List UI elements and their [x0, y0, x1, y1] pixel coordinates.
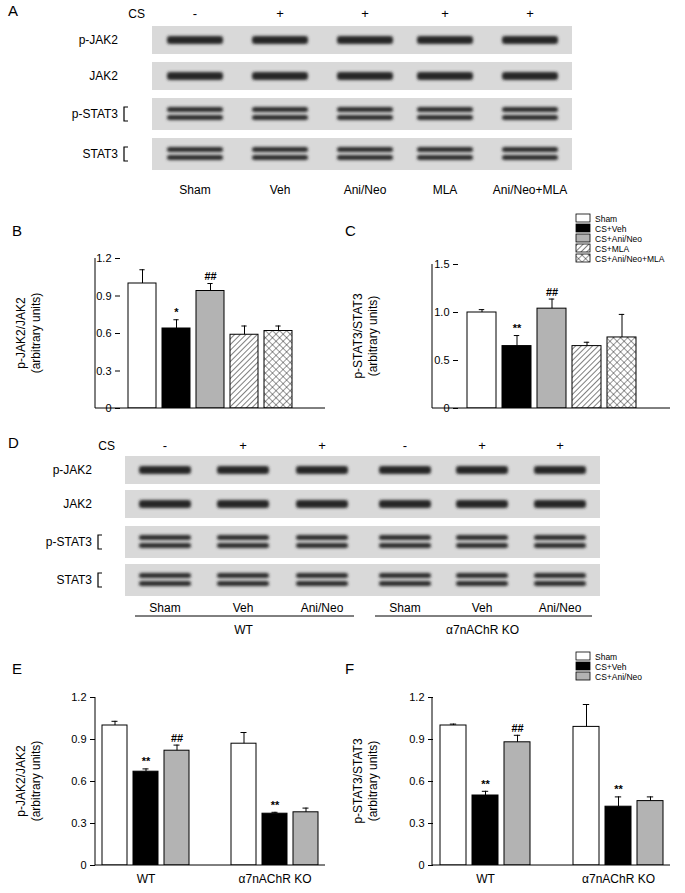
- html-text:F: F: [345, 660, 355, 677]
- svg-text:p-JAK2: p-JAK2: [53, 463, 93, 477]
- svg-text:##: ##: [546, 286, 558, 298]
- svg-text:0.6: 0.6: [409, 775, 424, 787]
- svg-text:Sham: Sham: [389, 601, 420, 615]
- svg-text:p-STAT3: p-STAT3: [46, 535, 93, 549]
- svg-text:α7nAChR KO: α7nAChR KO: [239, 872, 312, 886]
- svg-text:-: -: [403, 438, 407, 453]
- svg-text:0.9: 0.9: [409, 733, 424, 745]
- html-text:A: A: [8, 2, 18, 19]
- svg-text:+: +: [526, 6, 534, 21]
- svg-text:0: 0: [105, 402, 112, 414]
- svg-text:1.5: 1.5: [434, 258, 449, 270]
- svg-text:1.2: 1.2: [409, 691, 424, 703]
- svg-text:p-STAT3/STAT3(arbitrary units): p-STAT3/STAT3(arbitrary units): [351, 293, 380, 378]
- svg-text:Sham: Sham: [595, 652, 617, 662]
- svg-text:Ani/Neo: Ani/Neo: [539, 601, 582, 615]
- svg-text:WT: WT: [137, 872, 156, 886]
- svg-text:-: -: [193, 6, 197, 21]
- svg-text:0.3: 0.3: [409, 817, 424, 829]
- svg-text:CS+Veh: CS+Veh: [595, 662, 627, 672]
- svg-text:CS+Ani/Neo: CS+Ani/Neo: [595, 672, 642, 682]
- svg-text:0.9: 0.9: [96, 290, 111, 302]
- svg-text:p-JAK2/JAK2(arbitrary units): p-JAK2/JAK2(arbitrary units): [14, 741, 43, 822]
- svg-text:+: +: [441, 6, 449, 21]
- svg-text:Sham: Sham: [595, 214, 617, 224]
- svg-text:+: +: [318, 438, 326, 453]
- html-text:C: C: [345, 222, 356, 239]
- html-text:B: B: [12, 222, 22, 239]
- svg-text:WT: WT: [234, 623, 253, 637]
- svg-text:α7nAChR KO: α7nAChR KO: [446, 623, 519, 637]
- svg-text:STAT3: STAT3: [82, 147, 118, 161]
- svg-text:Veh: Veh: [472, 601, 493, 615]
- svg-text:+: +: [478, 438, 486, 453]
- svg-text:**: **: [481, 778, 490, 790]
- svg-text:Ani/Neo+MLA: Ani/Neo+MLA: [493, 183, 567, 197]
- svg-text:-: -: [163, 438, 167, 453]
- svg-text:0.9: 0.9: [71, 733, 86, 745]
- svg-text:##: ##: [204, 270, 216, 282]
- svg-text:0.5: 0.5: [434, 354, 449, 366]
- svg-text:0: 0: [80, 859, 86, 871]
- svg-text:1.2: 1.2: [96, 252, 111, 264]
- svg-text:WT: WT: [476, 872, 495, 886]
- html-text:D: D: [8, 434, 19, 451]
- svg-text:0.6: 0.6: [71, 775, 86, 787]
- svg-text:*: *: [174, 306, 179, 318]
- svg-text:**: **: [614, 783, 623, 795]
- svg-text:0: 0: [418, 859, 424, 871]
- svg-text:0.6: 0.6: [96, 327, 111, 339]
- svg-text:1.2: 1.2: [71, 691, 86, 703]
- svg-text:JAK2: JAK2: [63, 497, 92, 511]
- svg-text:Sham: Sham: [179, 183, 210, 197]
- svg-text:Sham: Sham: [149, 601, 180, 615]
- svg-text:+: +: [556, 438, 564, 453]
- svg-text:p-STAT3/STAT3(arbitrary units): p-STAT3/STAT3(arbitrary units): [351, 738, 380, 823]
- svg-text:0.3: 0.3: [96, 365, 111, 377]
- svg-text:**: **: [142, 755, 151, 767]
- svg-text:1.0: 1.0: [434, 306, 449, 318]
- svg-text:CS+Ani/Neo+MLA: CS+Ani/Neo+MLA: [595, 254, 665, 264]
- svg-text:CS+Ani/Neo: CS+Ani/Neo: [595, 234, 642, 244]
- svg-text:Ani/Neo: Ani/Neo: [301, 601, 344, 615]
- svg-text:##: ##: [171, 732, 183, 744]
- html-text:E: E: [12, 660, 22, 677]
- svg-text:0.3: 0.3: [71, 817, 86, 829]
- svg-text:α7nAChR KO: α7nAChR KO: [582, 872, 655, 886]
- svg-text:+: +: [276, 6, 284, 21]
- svg-text:**: **: [271, 799, 280, 811]
- svg-text:MLA: MLA: [433, 183, 458, 197]
- svg-text:0: 0: [443, 402, 450, 414]
- svg-text:Veh: Veh: [233, 601, 254, 615]
- svg-text:CS+MLA: CS+MLA: [595, 244, 630, 254]
- svg-text:p-JAK2/JAK2(arbitrary units): p-JAK2/JAK2(arbitrary units): [14, 293, 43, 374]
- svg-text:+: +: [239, 438, 247, 453]
- svg-text:Ani/Neo: Ani/Neo: [344, 183, 387, 197]
- svg-text:CS: CS: [128, 7, 145, 21]
- svg-text:p-STAT3: p-STAT3: [72, 107, 119, 121]
- svg-text:CS: CS: [98, 439, 115, 453]
- svg-text:+: +: [361, 6, 369, 21]
- svg-text:STAT3: STAT3: [56, 573, 92, 587]
- svg-text:JAK2: JAK2: [89, 69, 118, 83]
- svg-text:CS+Veh: CS+Veh: [595, 224, 627, 234]
- svg-text:p-JAK2: p-JAK2: [79, 33, 119, 47]
- svg-text:**: **: [513, 322, 522, 334]
- svg-text:##: ##: [511, 722, 523, 734]
- svg-text:Veh: Veh: [270, 183, 291, 197]
